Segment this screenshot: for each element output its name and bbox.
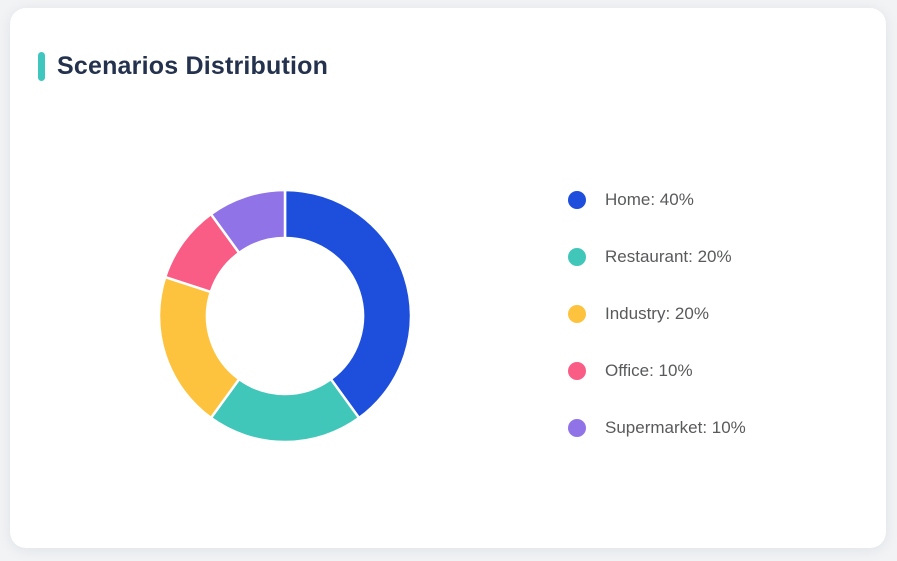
legend-dot-home [568,191,586,209]
legend-label-office: Office: 10% [605,361,693,380]
title-accent-bar [38,52,45,81]
legend-item-restaurant[interactable]: Restaurant: 20% [568,247,746,267]
legend-label-restaurant: Restaurant: 20% [605,247,732,266]
legend-dot-office [568,362,586,380]
legend-dot-industry [568,305,586,323]
scenarios-card: Scenarios Distribution Home: 40% Restaur… [10,8,886,548]
legend-label-industry: Industry: 20% [605,304,709,323]
legend-item-industry[interactable]: Industry: 20% [568,304,746,324]
legend-dot-supermarket [568,419,586,437]
legend-dot-restaurant [568,248,586,266]
donut-chart-container [155,186,415,446]
legend-item-office[interactable]: Office: 10% [568,361,746,381]
legend-label-home: Home: 40% [605,190,694,209]
legend-item-home[interactable]: Home: 40% [568,190,746,210]
card-header: Scenarios Distribution [38,52,328,81]
legend-item-supermarket[interactable]: Supermarket: 10% [568,418,746,438]
page-title: Scenarios Distribution [57,52,329,80]
donut-sector-industry[interactable] [157,275,241,420]
chart-legend: Home: 40% Restaurant: 20% Industry: 20% … [568,190,746,438]
donut-chart [157,188,413,444]
legend-label-supermarket: Supermarket: 10% [605,418,746,437]
donut-sector-home[interactable] [283,188,413,420]
donut-sector-supermarket[interactable] [209,188,287,255]
